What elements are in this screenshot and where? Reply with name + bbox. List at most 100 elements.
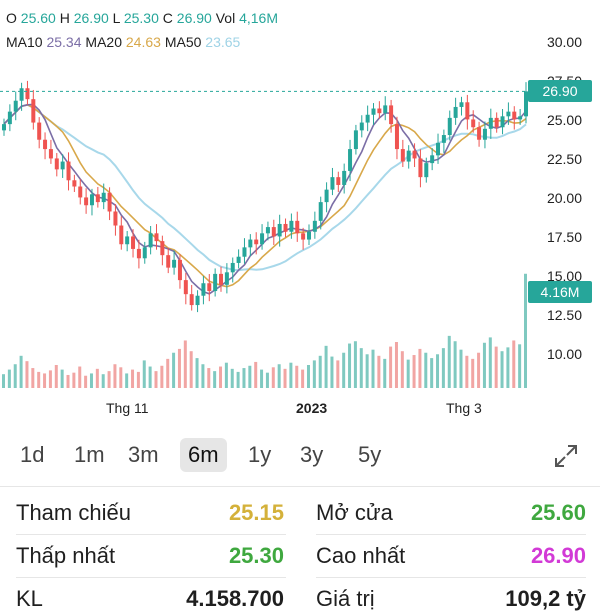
candle-body	[207, 283, 212, 292]
y-tick-label: 15.00	[546, 268, 582, 284]
candle-body	[254, 239, 259, 245]
volume-bar	[207, 368, 211, 388]
candle-body	[224, 272, 229, 285]
volume-bar	[189, 351, 193, 388]
volume-bar	[289, 362, 293, 388]
candle-body	[312, 220, 317, 232]
volume-bar	[512, 340, 516, 388]
expand-icon[interactable]	[552, 442, 580, 470]
candle-body	[113, 211, 118, 226]
candle-body	[19, 88, 24, 101]
candle-body	[330, 177, 335, 190]
volume-bar	[89, 373, 93, 388]
candle-body	[265, 227, 270, 234]
volume-bar	[394, 342, 398, 388]
divider	[316, 534, 586, 535]
candle-body	[441, 135, 446, 143]
divider	[16, 534, 286, 535]
candle-body	[177, 259, 182, 281]
volume-bar	[177, 348, 181, 388]
candle-body	[459, 102, 464, 107]
volume-bar	[31, 368, 35, 388]
candle-body	[48, 149, 53, 159]
range-5y[interactable]: 5y	[358, 442, 382, 467]
volume-bar	[201, 364, 205, 388]
volume-bar	[107, 371, 111, 388]
volume-bar	[78, 366, 82, 388]
candlesticks	[2, 80, 528, 313]
y-tick-label: 30.00	[546, 34, 582, 50]
candle-body	[283, 223, 288, 232]
candle-body	[383, 105, 388, 114]
volume-bar	[377, 355, 381, 388]
last-price-tag: 26.90	[528, 80, 592, 102]
candle-body	[318, 202, 323, 221]
volume-bar	[301, 369, 305, 388]
candle-body	[500, 116, 505, 128]
candle-body	[453, 106, 458, 118]
candle-body	[494, 117, 499, 128]
candle-body	[301, 233, 306, 240]
range-1d[interactable]: 1d	[20, 442, 45, 467]
volume-bar	[277, 364, 281, 388]
volume-bar	[265, 372, 269, 388]
volume-bar	[166, 358, 170, 388]
volume-bar	[172, 352, 176, 388]
volume-tag: 4.16M	[528, 281, 592, 303]
value-thap-nhat: 25.30	[228, 543, 284, 568]
candle-body	[89, 194, 94, 206]
candle-body	[430, 155, 435, 164]
volume-bar	[230, 368, 234, 388]
candle-body	[365, 114, 370, 123]
candle-body	[506, 111, 511, 117]
value-kl: 4.158.700	[186, 586, 284, 611]
label-mo-cua: Mở cửa	[316, 500, 393, 525]
candle-body	[436, 142, 441, 156]
candle-body	[172, 259, 177, 268]
candle-body	[418, 158, 423, 178]
range-3y[interactable]: 3y	[300, 442, 324, 467]
candle-body	[160, 241, 165, 256]
candle-body	[72, 180, 77, 187]
volume-bar	[95, 368, 99, 388]
candle-body	[54, 158, 59, 170]
label-gia-tri: Giá trị	[316, 586, 375, 611]
volume-bar	[342, 352, 346, 388]
candle-body	[189, 294, 194, 306]
range-1m[interactable]: 1m	[74, 442, 105, 467]
candle-body	[125, 236, 130, 245]
candle-body	[119, 225, 124, 245]
x-label-thg3: Thg 3	[446, 400, 482, 416]
candle-body	[154, 233, 159, 242]
divider	[316, 577, 586, 578]
range-6m[interactable]: 6m	[180, 438, 227, 472]
candle-body	[342, 170, 347, 185]
volume-bar	[154, 371, 158, 388]
x-label-2023: 2023	[296, 400, 328, 416]
volume-bar	[160, 365, 164, 388]
volume-bar	[348, 343, 352, 388]
volume-bar	[48, 370, 52, 388]
volume-bar	[330, 356, 334, 388]
price-volume-chart[interactable]	[0, 0, 600, 420]
volume-bar	[459, 349, 463, 388]
range-1y[interactable]: 1y	[248, 442, 272, 467]
volume-bar	[447, 335, 451, 388]
candle-body	[142, 247, 147, 259]
candle-body	[66, 161, 71, 181]
volume-bar	[142, 360, 146, 388]
candle-body	[101, 192, 106, 203]
candle-body	[248, 239, 253, 248]
candle-body	[371, 108, 376, 115]
range-selector: 1d 1m 3m 6m 1y 3y 5y	[0, 432, 600, 480]
candle-body	[377, 108, 382, 114]
candle-body	[236, 256, 241, 263]
candle-body	[394, 124, 399, 150]
candle-body	[201, 283, 206, 296]
value-mo-cua: 25.60	[530, 500, 586, 525]
range-3m[interactable]: 3m	[128, 442, 159, 467]
candle-body	[43, 139, 48, 150]
volume-bar	[482, 342, 486, 388]
volume-bar	[524, 273, 527, 388]
candle-body	[512, 111, 517, 120]
